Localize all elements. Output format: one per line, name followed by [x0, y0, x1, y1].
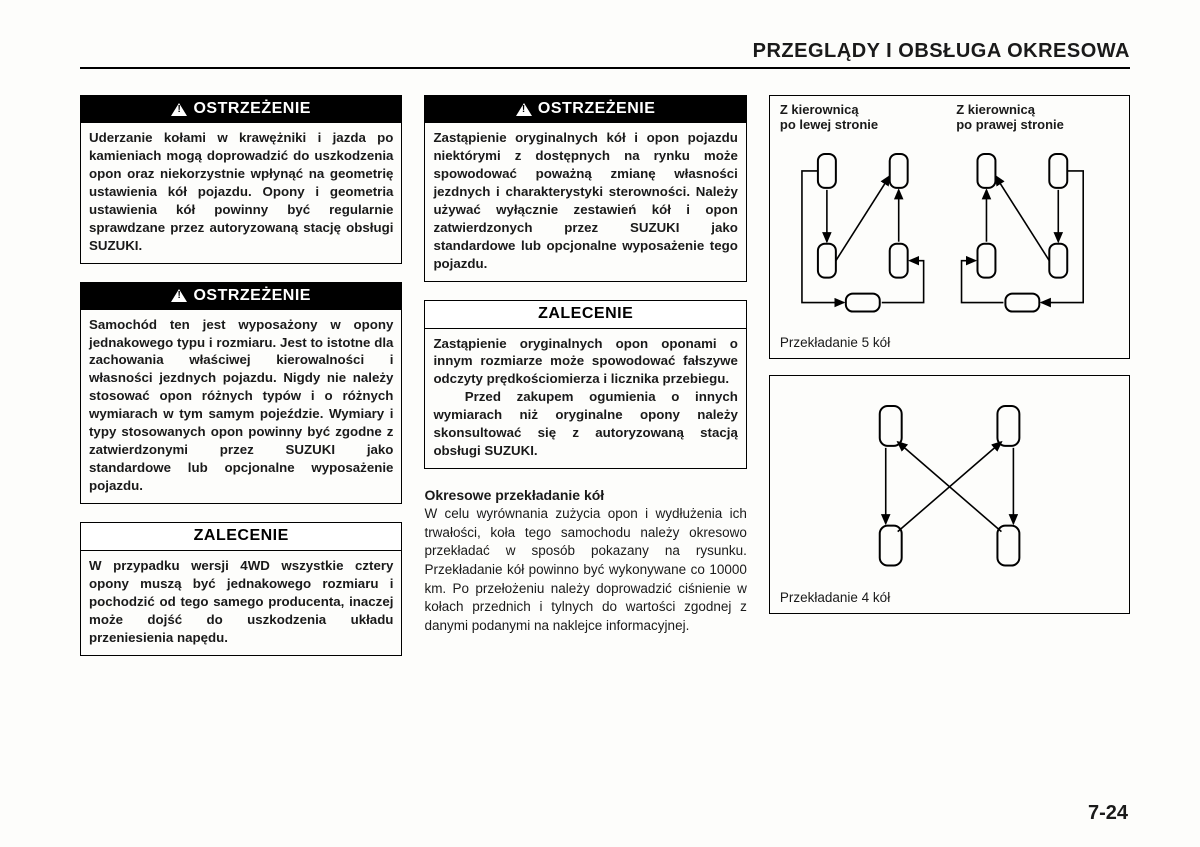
recommendation-header: ZALECENIE [425, 301, 745, 329]
warning-header: OSTRZEŻENIE [81, 96, 401, 123]
warning-text: Zastąpienie oryginalnych kół i opon poja… [425, 123, 745, 281]
diagram-header-right: Z kierownicą po prawej stronie [956, 102, 1119, 132]
section-heading: Okresowe przekładanie kół [424, 487, 746, 503]
warning-text: Uderzanie kołami w krawężniki i jazda po… [81, 123, 401, 263]
column-2: OSTRZEŻENIE Zastąpienie oryginalnych kół… [424, 95, 746, 674]
warning-header: OSTRZEŻENIE [81, 283, 401, 310]
column-3: Z kierownicą po lewej stronie Z kierowni… [769, 95, 1130, 674]
recommendation-text: Zastąpienie oryginalnych opon oponami o … [425, 329, 745, 469]
warning-text: Samochód ten jest wyposażony w opony jed… [81, 310, 401, 503]
recommendation-label: ZALECENIE [194, 527, 289, 545]
rotation-diagram-5 [780, 136, 1119, 326]
recommendation-box-1: ZALECENIE W przypadku wersji 4WD wszystk… [80, 522, 402, 656]
diagram-headers: Z kierownicą po lewej stronie Z kierowni… [780, 102, 1119, 132]
diagram-5-wheels: Z kierownicą po lewej stronie Z kierowni… [769, 95, 1130, 359]
recommendation-label: ZALECENIE [538, 305, 633, 323]
diagram-caption: Przekładanie 5 kół [780, 335, 1119, 350]
warning-box-3: OSTRZEŻENIE Zastąpienie oryginalnych kół… [424, 95, 746, 282]
warning-icon [171, 289, 187, 302]
warning-header: OSTRZEŻENIE [425, 96, 745, 123]
recommendation-header: ZALECENIE [81, 523, 401, 551]
rotation-diagram-4 [780, 392, 1119, 582]
diagram-4-wheels: Przekładanie 4 kół [769, 375, 1130, 615]
diagram-header-left: Z kierownicą po lewej stronie [780, 102, 943, 132]
diagram-caption: Przekładanie 4 kół [780, 590, 1119, 605]
section-body: W celu wyrównania zużycia opon i wydłuże… [424, 505, 746, 635]
page-header: PRZEGLĄDY I OBSŁUGA OKRESOWA [80, 40, 1130, 69]
warning-box-2: OSTRZEŻENIE Samochód ten jest wyposażony… [80, 282, 402, 504]
content-columns: OSTRZEŻENIE Uderzanie kołami w krawężnik… [80, 95, 1130, 674]
column-1: OSTRZEŻENIE Uderzanie kołami w krawężnik… [80, 95, 402, 674]
warning-icon [516, 103, 532, 116]
warning-box-1: OSTRZEŻENIE Uderzanie kołami w krawężnik… [80, 95, 402, 264]
warning-label: OSTRZEŻENIE [193, 287, 311, 305]
warning-label: OSTRZEŻENIE [538, 100, 656, 118]
recommendation-box-2: ZALECENIE Zastąpienie oryginalnych opon … [424, 300, 746, 470]
warning-label: OSTRZEŻENIE [193, 100, 311, 118]
warning-icon [171, 103, 187, 116]
page-number: 7-24 [1088, 802, 1128, 825]
recommendation-text: W przypadku wersji 4WD wszystkie cztery … [81, 551, 401, 655]
